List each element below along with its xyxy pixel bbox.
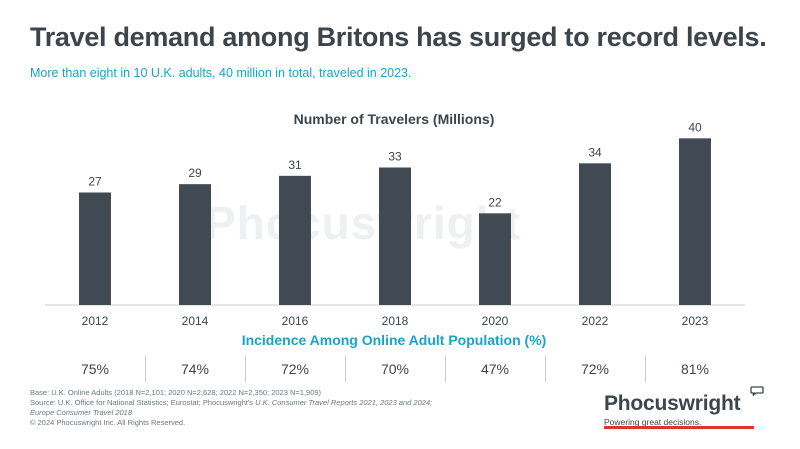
footer-copyright: © 2024 Phocuswright Inc. All Rights Rese… — [30, 418, 186, 427]
incidence-row: 75% 74% 72% 70% 47% 72% 81% — [45, 356, 745, 382]
x-tick-label-2018: 2018 — [382, 314, 409, 328]
incidence-separator — [645, 356, 646, 382]
x-tick-label-2020: 2020 — [482, 314, 509, 328]
incidence-separator — [245, 356, 246, 382]
incidence-separator — [345, 356, 346, 382]
incidence-value-2016: 72% — [280, 361, 310, 377]
data-label-2018: 33 — [388, 150, 402, 164]
chart-title: Number of Travelers (Millions) — [293, 111, 495, 127]
bar-2022 — [579, 163, 611, 305]
logo-underline — [604, 426, 754, 429]
data-label-2020: 22 — [488, 195, 502, 209]
bar-2020 — [479, 213, 511, 305]
bar-2012 — [79, 192, 111, 305]
logo-tagline: Powering great decisions. — [604, 417, 702, 427]
footer-source-prefix: Source: U.K. Office for National Statist… — [30, 398, 256, 407]
incidence-separator — [545, 356, 546, 382]
x-tick-label-2012: 2012 — [82, 314, 109, 328]
data-label-2023: 40 — [688, 120, 702, 134]
speech-bubble-icon — [750, 386, 764, 396]
bar-chart: 27 2012 29 2014 31 2016 33 2018 22 2020 34 2022 40 20… — [45, 120, 745, 328]
footer: Base: U.K. Online Adults (2018 N=2,101; … — [30, 388, 432, 428]
page-subtitle: More than eight in 10 U.K. adults, 40 mi… — [30, 66, 412, 80]
footer-source: Source: U.K. Office for National Statist… — [30, 398, 432, 408]
x-tick-label-2016: 2016 — [282, 314, 309, 328]
incidence-value-2018: 70% — [380, 361, 410, 377]
watermark: Phocuswright — [205, 197, 522, 249]
x-tick-label-2023: 2023 — [682, 314, 709, 328]
brand-logo: Phocuswright Powering great decisions. — [604, 386, 784, 429]
footer-source-line2: Europe Consumer Travel 2018 — [30, 408, 132, 417]
bar-2016 — [279, 175, 311, 305]
footer-base: Base: U.K. Online Adults (2018 N=2,101; … — [30, 388, 322, 397]
incidence-value-2014: 74% — [180, 361, 210, 377]
x-tick-label-2014: 2014 — [182, 314, 209, 328]
data-label-2022: 34 — [588, 145, 602, 159]
incidence-value-2020: 47% — [480, 361, 510, 377]
incidence-title: Incidence Among Online Adult Population … — [241, 332, 547, 348]
logo-wordmark: Phocuswright — [604, 386, 784, 416]
bar-2023 — [679, 138, 711, 305]
incidence-value-2023: 81% — [680, 361, 710, 377]
incidence-value-2012: 75% — [80, 361, 110, 377]
x-tick-label-2022: 2022 — [582, 314, 609, 328]
incidence-value-2022: 72% — [580, 361, 610, 377]
incidence-separator — [445, 356, 446, 382]
footer-source-italic: U.K. Consumer Travel Reports 2021, 2023 … — [255, 398, 433, 407]
data-label-2012: 27 — [88, 175, 102, 189]
page-title: Travel demand among Britons has surged t… — [30, 22, 767, 52]
bar-2014 — [179, 184, 211, 305]
data-label-2014: 29 — [188, 166, 202, 180]
data-label-2016: 31 — [288, 158, 302, 172]
incidence-separator — [145, 356, 146, 382]
bar-2018 — [379, 167, 411, 305]
